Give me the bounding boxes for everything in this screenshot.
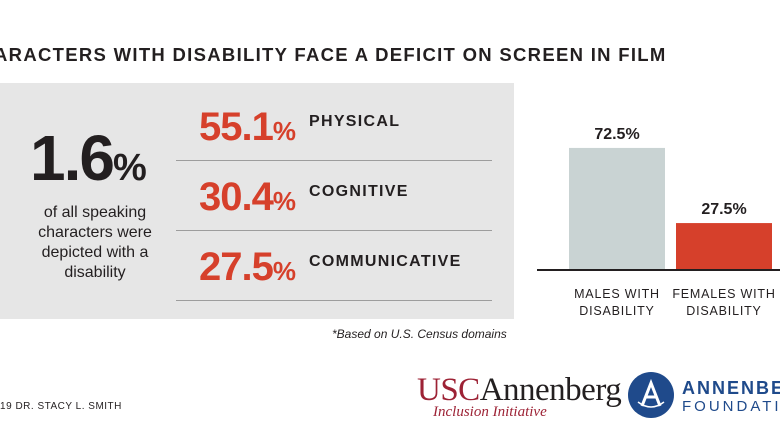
bar-value-label: 72.5% [594, 126, 639, 143]
category-label: FEMALES WITH [672, 287, 775, 301]
breakdown-label: PHYSICAL [309, 113, 401, 130]
bar-value-label: 27.5% [701, 201, 746, 218]
foundation-logo-line2: FOUNDATIO [682, 398, 780, 415]
breakdown-number: 30.4 [199, 175, 274, 219]
breakdown-value: 27.5% [196, 247, 296, 291]
copyright: 019 DR. STACY L. SMITH [0, 401, 122, 412]
row-divider [176, 160, 492, 161]
breakdown-unit: % [272, 116, 296, 146]
row-divider [176, 230, 492, 231]
row-divider [176, 300, 492, 301]
foundation-logo-icon [628, 372, 674, 418]
headline-value: 1.6 [30, 122, 115, 194]
breakdown-unit: % [272, 186, 296, 216]
breakdown-number: 55.1 [199, 105, 274, 149]
breakdown-unit: % [272, 256, 296, 286]
category-label: DISABILITY [686, 304, 761, 318]
headline-stat: 1.6% [30, 126, 147, 200]
breakdown-label: COMMUNICATIVE [309, 253, 462, 270]
usc-logo-black: Annenberg [479, 372, 622, 408]
breakdown-label: COGNITIVE [309, 183, 409, 200]
foundation-logo-line1: ANNENBE [682, 378, 780, 398]
breakdown-value: 30.4% [196, 177, 296, 221]
breakdown-row-physical: 55.1% PHYSICAL [176, 91, 492, 161]
headline-unit: % [112, 147, 147, 189]
headline-description: of all speaking characters were depicted… [38, 204, 152, 281]
breakdown-value: 55.1% [196, 107, 296, 151]
bar-1 [676, 223, 772, 269]
breakdown-row-cognitive: 30.4% COGNITIVE [176, 161, 492, 231]
chart-title: ARACTERS WITH DISABILITY FACE A DEFICIT … [0, 44, 667, 65]
stats-panel [0, 83, 514, 319]
category-label: MALES WITH [574, 287, 660, 301]
usc-logo-red: USC [417, 372, 480, 408]
usc-logo-subtitle: Inclusion Initiative [433, 404, 547, 420]
usc-annenberg-logo: USCAnnenberg [417, 372, 622, 409]
bar-0 [569, 147, 665, 269]
breakdown-row-communicative: 27.5% COMMUNICATIVE [176, 231, 492, 301]
footnote: *Based on U.S. Census domains [332, 327, 507, 341]
category-label: DISABILITY [579, 304, 654, 318]
breakdown-number: 27.5 [199, 245, 274, 289]
